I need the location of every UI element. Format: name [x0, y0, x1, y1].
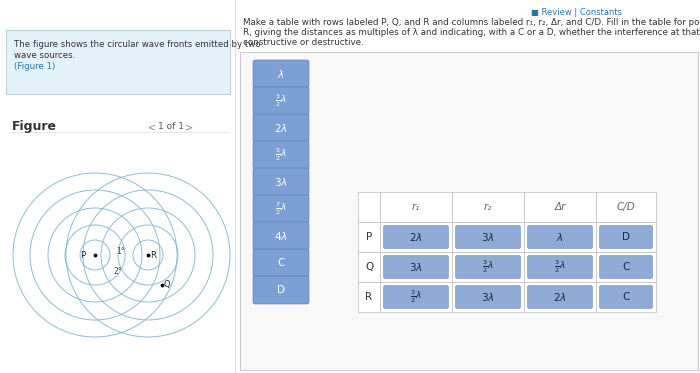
FancyBboxPatch shape: [240, 52, 698, 370]
Bar: [596, 192, 656, 222]
Text: R: R: [365, 292, 372, 302]
Bar: [358, 282, 380, 312]
Bar: [358, 252, 380, 282]
Bar: [524, 282, 596, 312]
Text: $2\lambda$: $2\lambda$: [274, 122, 288, 134]
Bar: [380, 222, 452, 252]
Text: $3\lambda$: $3\lambda$: [481, 231, 495, 243]
Bar: [358, 222, 380, 252]
FancyBboxPatch shape: [384, 256, 449, 279]
Text: <: <: [148, 122, 156, 132]
Text: $\lambda$: $\lambda$: [277, 68, 285, 80]
Bar: [380, 192, 452, 222]
FancyBboxPatch shape: [456, 226, 521, 248]
Bar: [358, 192, 380, 222]
Text: constructive or destructive.: constructive or destructive.: [243, 38, 363, 47]
FancyBboxPatch shape: [253, 168, 309, 196]
Text: D: D: [277, 285, 285, 295]
Bar: [596, 282, 656, 312]
Bar: [380, 282, 452, 312]
FancyBboxPatch shape: [528, 285, 592, 308]
Bar: [452, 222, 524, 252]
Text: wave sources.: wave sources.: [14, 51, 76, 60]
Text: 1 of 1: 1 of 1: [158, 122, 184, 131]
Text: $3\lambda$: $3\lambda$: [274, 176, 288, 188]
FancyBboxPatch shape: [253, 141, 309, 169]
FancyBboxPatch shape: [253, 249, 309, 277]
Text: C: C: [277, 258, 285, 268]
Bar: [452, 282, 524, 312]
Text: D: D: [622, 232, 630, 242]
Text: The figure shows the circular wave fronts emitted by two: The figure shows the circular wave front…: [14, 40, 260, 49]
Text: $\frac{3}{2}\lambda$: $\frac{3}{2}\lambda$: [554, 259, 566, 275]
FancyBboxPatch shape: [528, 256, 592, 279]
FancyBboxPatch shape: [599, 285, 652, 308]
FancyBboxPatch shape: [253, 276, 309, 304]
Text: R: R: [150, 251, 156, 260]
FancyBboxPatch shape: [528, 226, 592, 248]
Text: Δr: Δr: [554, 202, 566, 212]
Text: C: C: [622, 292, 630, 302]
FancyBboxPatch shape: [6, 30, 230, 94]
Text: 1°: 1°: [117, 248, 125, 257]
Text: Q: Q: [365, 262, 373, 272]
Text: R, giving the distances as multiples of λ and indicating, with a C or a D, wheth: R, giving the distances as multiples of …: [243, 28, 700, 37]
FancyBboxPatch shape: [253, 114, 309, 142]
FancyBboxPatch shape: [599, 226, 652, 248]
Text: C: C: [622, 262, 630, 272]
FancyBboxPatch shape: [253, 87, 309, 115]
Text: (Figure 1): (Figure 1): [14, 62, 55, 71]
Text: $3\lambda$: $3\lambda$: [410, 261, 423, 273]
Text: Q: Q: [164, 280, 171, 289]
Text: P: P: [366, 232, 372, 242]
Text: $\frac{3}{2}\lambda$: $\frac{3}{2}\lambda$: [275, 93, 287, 109]
Text: $\frac{3}{2}\lambda$: $\frac{3}{2}\lambda$: [410, 289, 422, 305]
Bar: [452, 192, 524, 222]
Text: P: P: [80, 251, 85, 260]
Text: $2\lambda$: $2\lambda$: [553, 291, 567, 303]
Text: ■ Review | Constants: ■ Review | Constants: [531, 8, 622, 17]
Bar: [596, 252, 656, 282]
FancyBboxPatch shape: [599, 256, 652, 279]
FancyBboxPatch shape: [253, 195, 309, 223]
Bar: [524, 222, 596, 252]
Text: r₁: r₁: [412, 202, 420, 212]
FancyBboxPatch shape: [384, 285, 449, 308]
Bar: [452, 252, 524, 282]
Bar: [524, 252, 596, 282]
Text: Figure: Figure: [12, 120, 57, 133]
Text: $3\lambda$: $3\lambda$: [481, 291, 495, 303]
Text: $4\lambda$: $4\lambda$: [274, 230, 288, 242]
FancyBboxPatch shape: [456, 256, 521, 279]
FancyBboxPatch shape: [456, 285, 521, 308]
Text: Make a table with rows labeled P, Q, and R and columns labeled r₁, r₂, Δr, and C: Make a table with rows labeled P, Q, and…: [243, 18, 700, 27]
Bar: [380, 252, 452, 282]
FancyBboxPatch shape: [253, 60, 309, 88]
Text: >: >: [185, 122, 193, 132]
Bar: [524, 192, 596, 222]
FancyBboxPatch shape: [384, 226, 449, 248]
Text: 2°: 2°: [113, 267, 122, 276]
Text: r₂: r₂: [484, 202, 492, 212]
Bar: [596, 222, 656, 252]
Text: $\frac{3}{2}\lambda$: $\frac{3}{2}\lambda$: [482, 259, 493, 275]
Text: $\lambda$: $\lambda$: [556, 231, 564, 243]
Text: $\frac{7}{2}\lambda$: $\frac{7}{2}\lambda$: [275, 201, 287, 217]
Text: $\frac{5}{2}\lambda$: $\frac{5}{2}\lambda$: [275, 147, 287, 163]
Text: C/D: C/D: [617, 202, 636, 212]
Text: $2\lambda$: $2\lambda$: [410, 231, 423, 243]
FancyBboxPatch shape: [253, 222, 309, 250]
